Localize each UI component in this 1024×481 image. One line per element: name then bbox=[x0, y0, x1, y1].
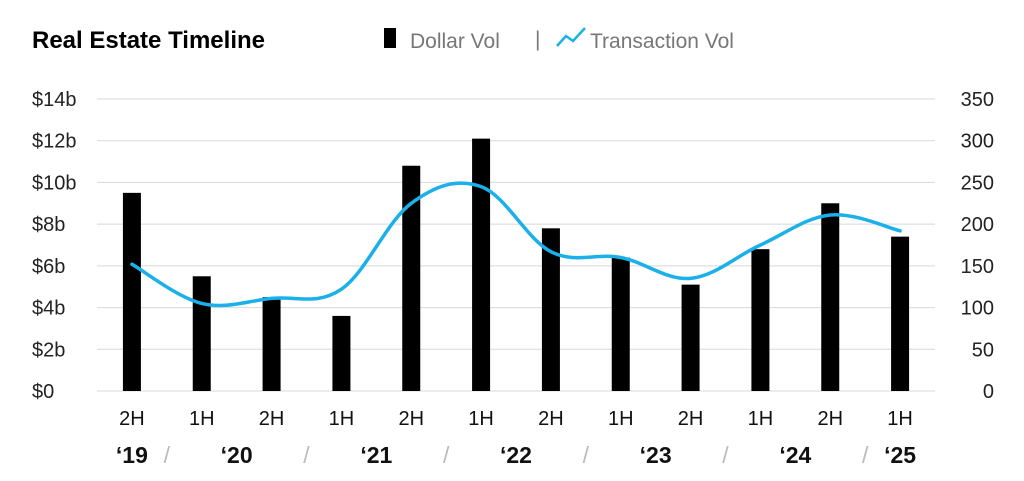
x-tick-label: 2H bbox=[119, 408, 145, 430]
y-left-tick-label: $4b bbox=[32, 298, 65, 320]
transaction-vol-line bbox=[130, 181, 902, 308]
y-right-tick-label: 50 bbox=[972, 339, 994, 361]
y-axis-left: $0 $2b $4b $6b $8b $10b $12b $14b bbox=[32, 89, 77, 403]
year-label: ‘21 bbox=[360, 442, 392, 468]
year-separator: / bbox=[443, 442, 450, 468]
bar bbox=[681, 284, 700, 391]
x-tick-label: 1H bbox=[329, 408, 355, 430]
legend-bar-swatch bbox=[384, 28, 396, 48]
line-point bbox=[479, 185, 483, 189]
x-tick-label: 1H bbox=[887, 408, 913, 430]
bar bbox=[751, 249, 770, 391]
line-point bbox=[130, 262, 134, 266]
year-label: ‘19 bbox=[116, 442, 148, 468]
gridlines bbox=[97, 98, 935, 392]
bar bbox=[821, 203, 840, 391]
x-tick-label: 1H bbox=[748, 408, 774, 430]
x-tick-label: 2H bbox=[259, 408, 285, 430]
y-right-tick-label: 350 bbox=[961, 89, 994, 111]
line-series bbox=[130, 181, 902, 308]
line-point bbox=[758, 243, 762, 247]
year-separator: / bbox=[164, 442, 171, 468]
y-left-tick-label: $14b bbox=[32, 89, 77, 111]
y-axis-right: 0 50 100 150 200 250 300 350 bbox=[961, 89, 994, 403]
y-right-tick-label: 250 bbox=[961, 172, 994, 194]
bar bbox=[192, 276, 211, 391]
x-tick-label: 1H bbox=[608, 408, 634, 430]
x-axis: 2H 1H 2H 1H 2H 1H 2H 1H 2H 1H 2H 1H bbox=[119, 408, 913, 430]
line-point bbox=[549, 250, 553, 254]
y-left-tick-label: $0 bbox=[32, 381, 54, 403]
y-left-tick-label: $2b bbox=[32, 339, 65, 361]
year-label: ‘23 bbox=[640, 442, 672, 468]
y-left-tick-label: $10b bbox=[32, 172, 77, 194]
x-tick-label: 2H bbox=[817, 408, 843, 430]
y-right-tick-label: 200 bbox=[961, 214, 994, 236]
x-tick-label: 1H bbox=[468, 408, 494, 430]
bar bbox=[472, 138, 491, 391]
y-right-tick-label: 300 bbox=[961, 131, 994, 153]
year-separator: / bbox=[722, 442, 729, 468]
legend-separator: | bbox=[535, 28, 540, 51]
year-labels: ‘19 / ‘20 / ‘21 / ‘22 / ‘23 / ‘24 / ‘25 bbox=[116, 442, 916, 468]
year-separator: / bbox=[303, 442, 310, 468]
bar bbox=[332, 315, 351, 391]
bar bbox=[402, 165, 421, 391]
line-point bbox=[689, 276, 693, 280]
line-point bbox=[270, 296, 274, 300]
legend-dollar-vol: Dollar Vol bbox=[410, 30, 500, 53]
bar bbox=[122, 192, 141, 391]
y-left-tick-label: $8b bbox=[32, 214, 65, 236]
year-label: ‘22 bbox=[500, 442, 532, 468]
chart-title: Real Estate Timeline bbox=[32, 27, 265, 54]
legend-transaction-vol: Transaction Vol bbox=[590, 30, 734, 53]
line-point bbox=[828, 213, 832, 217]
legend: Dollar Vol | Transaction Vol bbox=[384, 27, 734, 53]
x-tick-label: 1H bbox=[189, 408, 215, 430]
bar bbox=[611, 257, 630, 391]
line-point bbox=[898, 229, 902, 233]
year-label: ‘20 bbox=[221, 442, 253, 468]
bar bbox=[541, 228, 560, 391]
y-right-tick-label: 0 bbox=[983, 381, 994, 403]
year-label: ‘24 bbox=[779, 442, 811, 468]
y-right-tick-label: 100 bbox=[961, 298, 994, 320]
year-separator: / bbox=[862, 442, 869, 468]
y-left-tick-label: $12b bbox=[32, 131, 77, 153]
bar bbox=[262, 297, 281, 391]
x-tick-label: 2H bbox=[678, 408, 704, 430]
line-point bbox=[339, 287, 343, 291]
bar bbox=[891, 236, 910, 391]
line-point bbox=[619, 256, 623, 260]
line-point bbox=[409, 201, 413, 205]
y-right-tick-label: 150 bbox=[961, 256, 994, 278]
line-point bbox=[200, 301, 204, 305]
x-tick-label: 2H bbox=[398, 408, 424, 430]
x-tick-label: 2H bbox=[538, 408, 564, 430]
bar-series bbox=[122, 138, 910, 391]
year-separator: / bbox=[583, 442, 590, 468]
legend-line-swatch bbox=[556, 27, 586, 47]
year-label: ‘25 bbox=[884, 442, 916, 468]
y-left-tick-label: $6b bbox=[32, 256, 65, 278]
